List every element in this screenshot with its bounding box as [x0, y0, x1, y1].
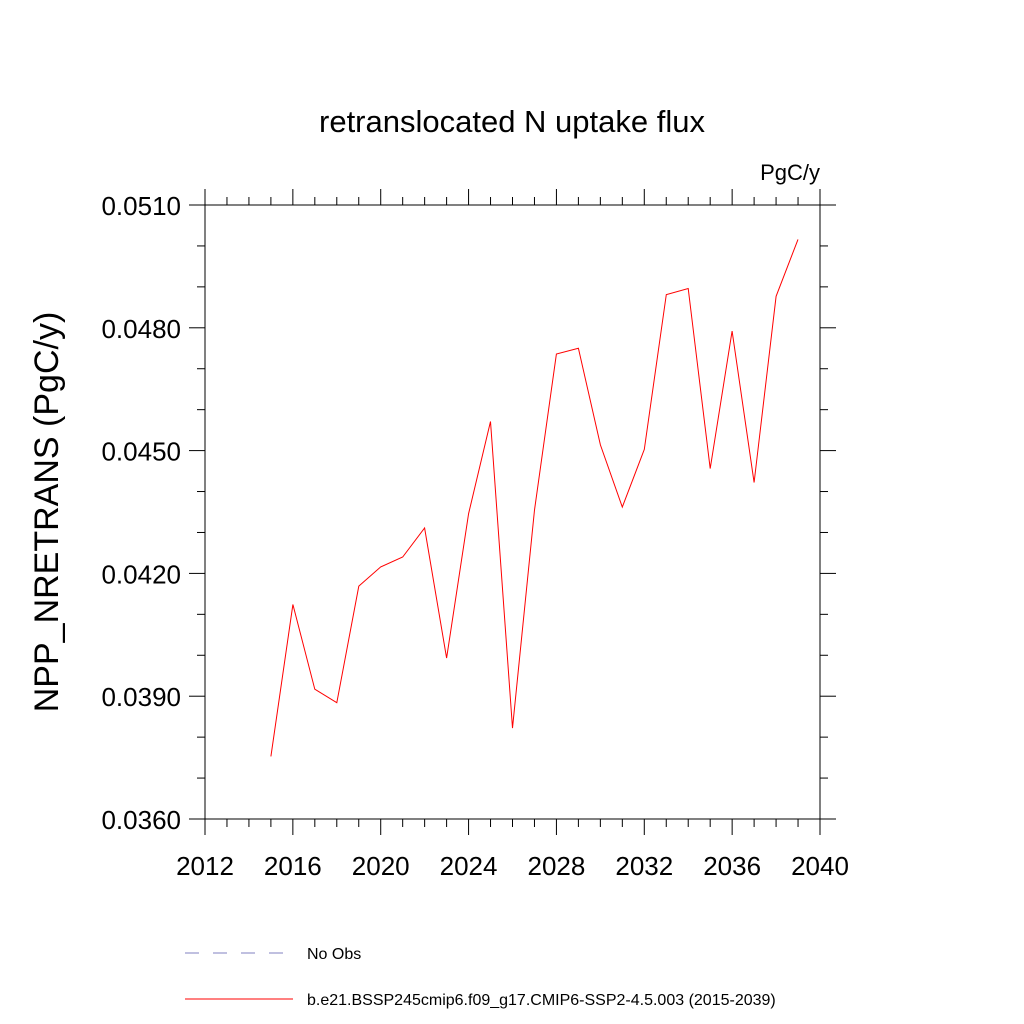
chart-title: retranslocated N uptake flux [319, 104, 705, 139]
units-label: PgC/y [760, 160, 820, 185]
axes: 2012 2016 2020 2024 2028 2032 2036 2040 0.0360 0.… [101, 189, 849, 881]
legend-label-model-run: b.e21.BSSP245cmip6.f09_g17.CMIP6-SSP2-4.… [307, 992, 776, 1009]
y-tick-label: 0.0510 [101, 191, 181, 221]
y-tick-label: 0.0390 [101, 682, 181, 712]
x-tick-label: 2036 [703, 851, 761, 881]
y-tick-label: 0.0450 [101, 437, 181, 467]
x-tick-label: 2028 [528, 851, 586, 881]
y-tick-label: 0.0420 [101, 559, 181, 589]
y-tick-label: 0.0360 [101, 805, 181, 835]
x-tick-label: 2032 [615, 851, 673, 881]
y-axis-label: NPP_NRETRANS (PgC/y) [28, 312, 66, 713]
x-tick-label: 2020 [352, 851, 410, 881]
legend-label-no-obs: No Obs [307, 946, 361, 963]
series-layer [270, 239, 799, 757]
x-tick-label: 2040 [791, 851, 849, 881]
y-tick-label: 0.0480 [101, 314, 181, 344]
series-line [270, 239, 799, 757]
x-tick-label: 2016 [264, 851, 322, 881]
legend: No Obs b.e21.BSSP245cmip6.f09_g17.CMIP6-… [185, 946, 776, 1009]
x-tick-label: 2012 [176, 851, 234, 881]
x-tick-label: 2024 [440, 851, 498, 881]
